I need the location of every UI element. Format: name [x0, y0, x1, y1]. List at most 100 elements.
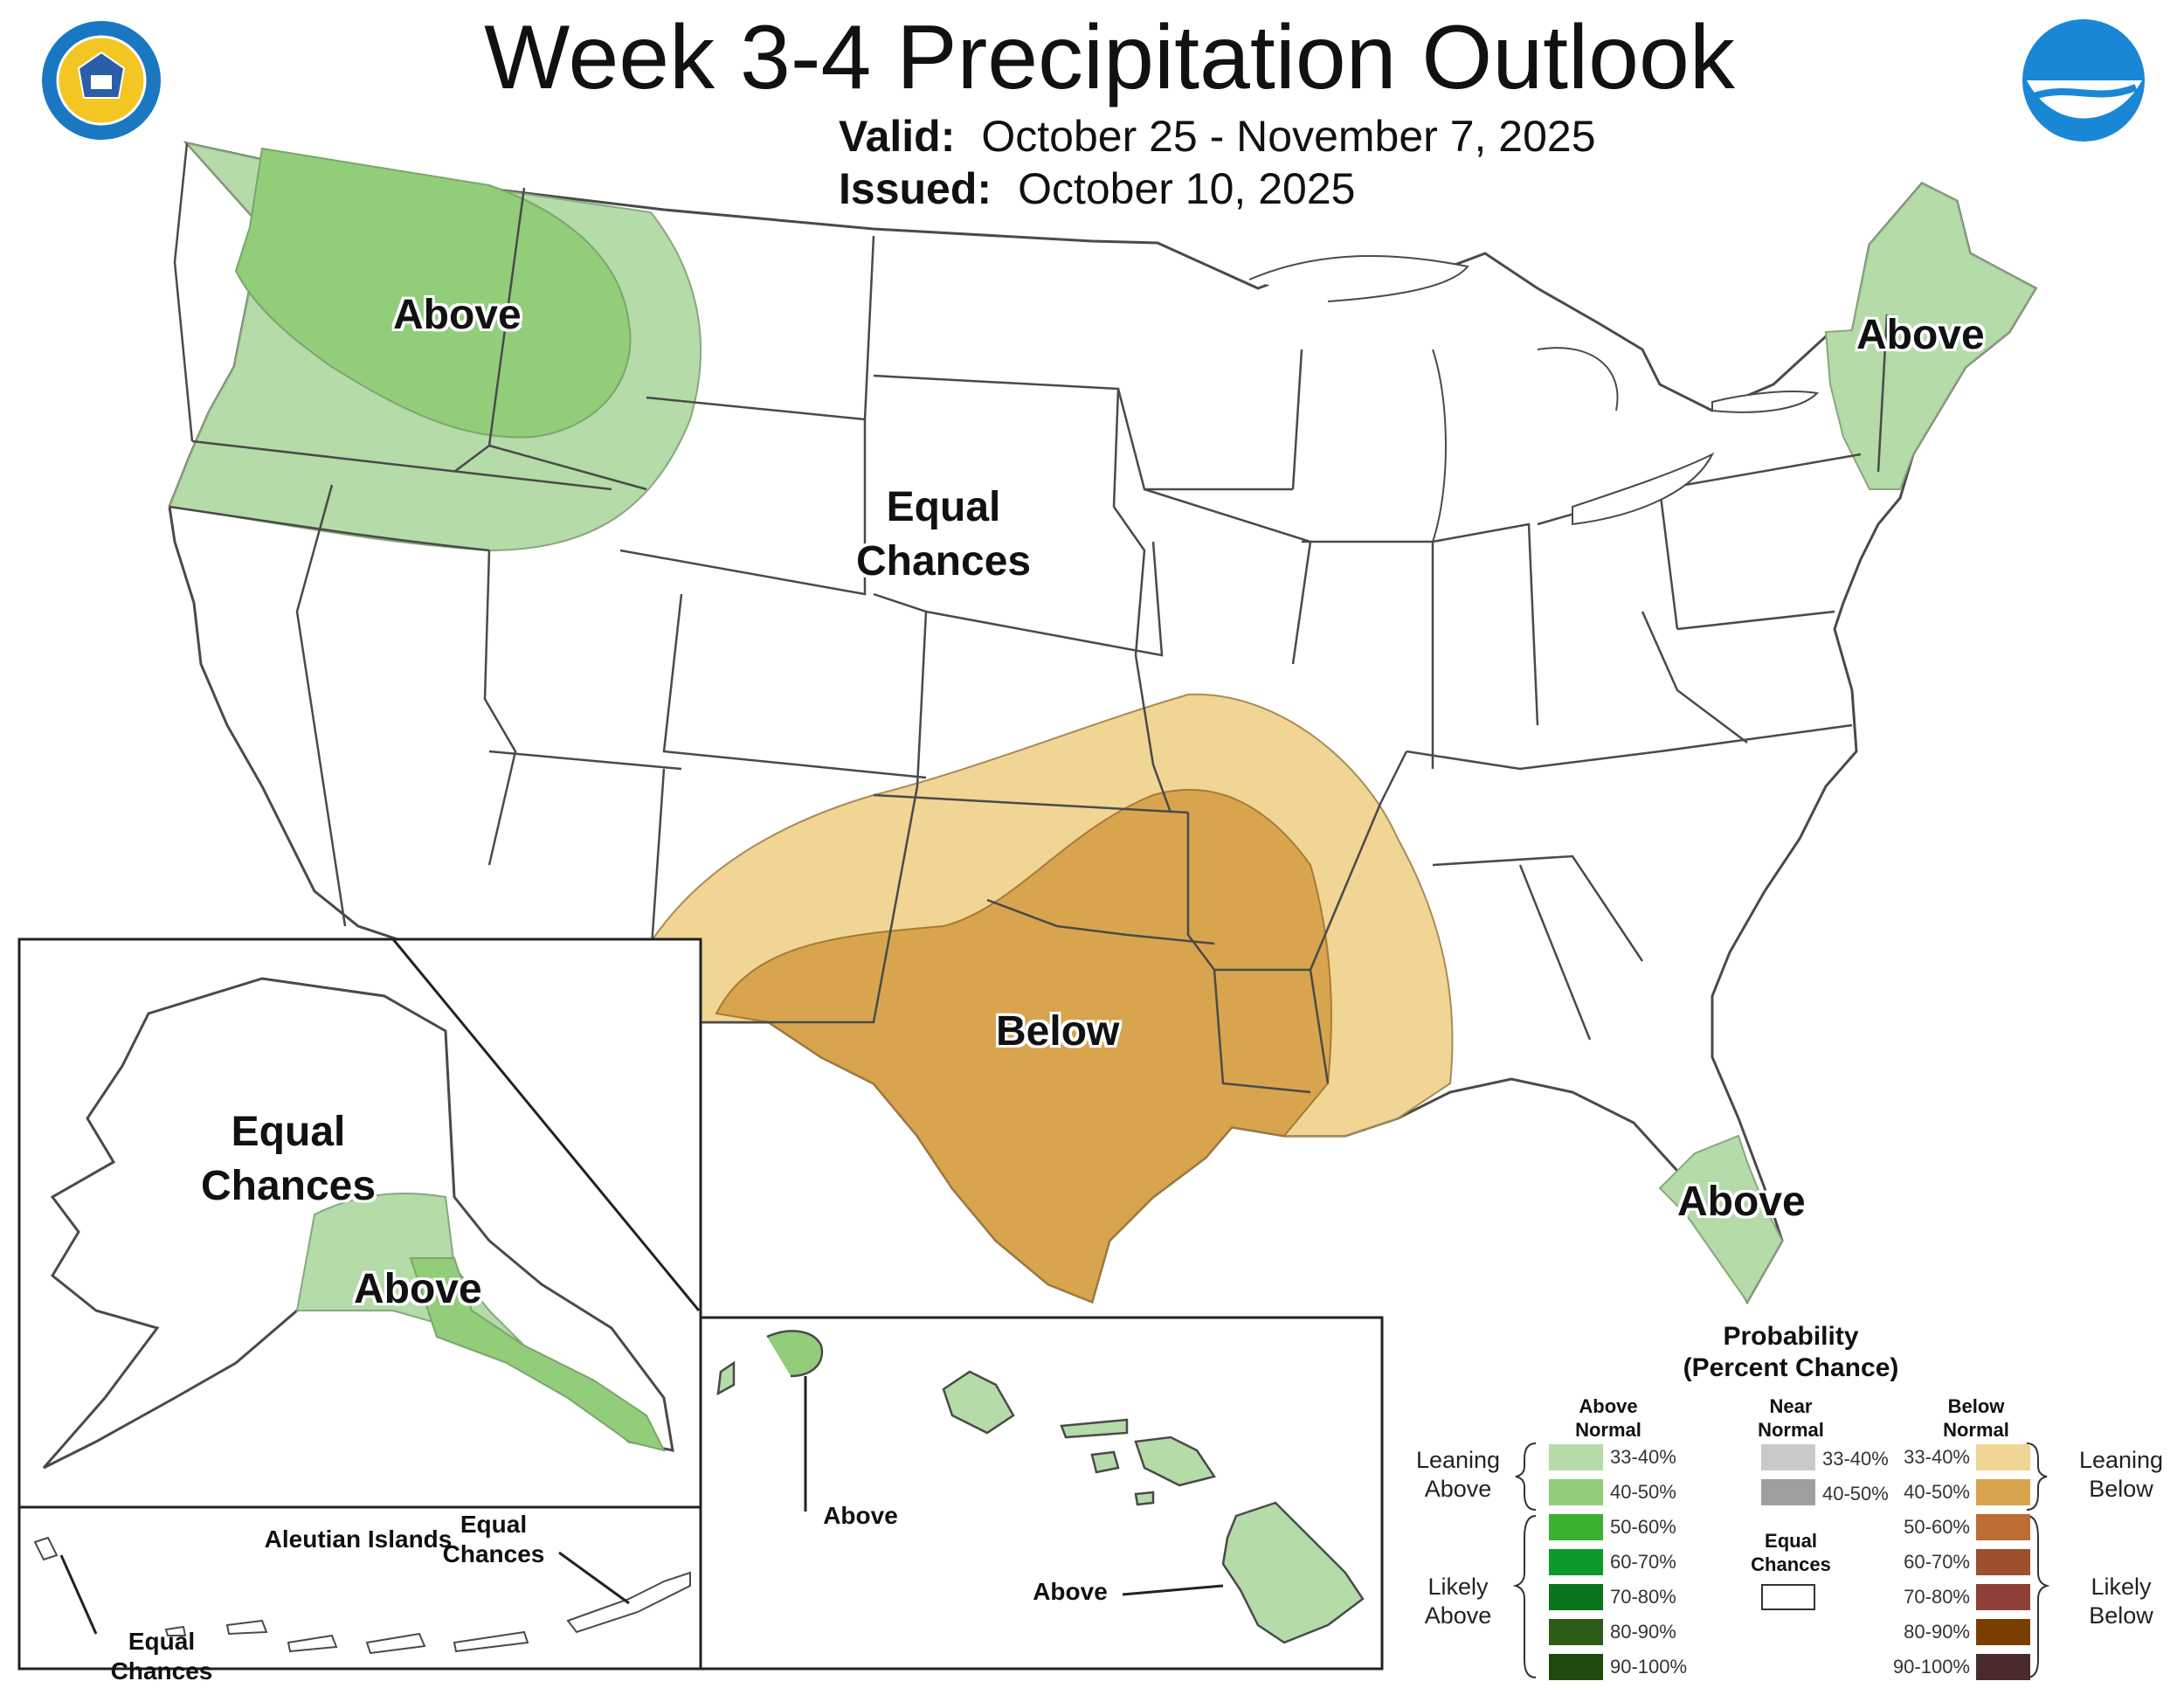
hawaii-islands [716, 1330, 1365, 1644]
legend-leaning-above-line2: Above [1424, 1476, 1492, 1502]
label-alaska-equal-line2: Chances [200, 1163, 377, 1209]
legend-above-pct: 40-50% [1610, 1481, 1676, 1503]
issued-value: October 10, 2025 [1018, 164, 1356, 213]
noaa-logo [2022, 19, 2145, 142]
oahu-island [942, 1370, 1015, 1435]
big-island-leader [1122, 1584, 1224, 1596]
legend-brackets [1512, 1442, 2050, 1678]
ne-above-33-40 [1824, 182, 2037, 490]
label-central-equal-line1: Equal [886, 484, 1001, 530]
legend-likely-above-line2: Above [1424, 1602, 1492, 1629]
legend-above-pct: 90-100% [1610, 1656, 1688, 1678]
label-alaska-equal: Equal Chances [192, 1105, 384, 1214]
label-northeast-above: Above [1856, 312, 1985, 358]
legend-below-pct: 80-90% [1904, 1621, 1970, 1643]
label-florida-above: Above [1677, 1179, 1806, 1225]
legend-title-line1: Probability [1723, 1322, 1859, 1351]
big-island [1221, 1501, 1365, 1644]
legend-above-pct: 50-60% [1610, 1516, 1676, 1538]
legend-below-pct: 60-70% [1904, 1551, 1970, 1573]
fl-above-33-40 [1658, 1134, 1784, 1304]
valid-row: Valid: October 25 - November 7, 2025 [839, 110, 1596, 163]
legend-near-pct: 40-50% [1822, 1483, 1889, 1505]
legend-head-near-line1: Near [1769, 1395, 1813, 1417]
legend-likely-below-line1: Likely [2091, 1574, 2152, 1600]
label-aleutian-east-line1: Equal [460, 1511, 528, 1538]
legend-likely-below-line2: Below [2089, 1602, 2153, 1629]
kauai-island [766, 1330, 824, 1378]
legend-below-swatch [1976, 1654, 2030, 1680]
legend-equal-chances: Equal Chances [1725, 1529, 1856, 1576]
legend-head-below-line1: Below [1947, 1395, 2005, 1417]
label-alaska-above: Above [354, 1266, 482, 1312]
legend-leaning-above-line1: Leaning [1415, 1447, 1501, 1473]
legend-leaning-below: Leaning Below [2064, 1446, 2178, 1504]
valid-label: Valid: [839, 112, 956, 161]
label-aleutian-west-line1: Equal [128, 1628, 196, 1655]
legend-above-swatch [1549, 1444, 1603, 1470]
legend-equal-line1: Equal [1765, 1530, 1817, 1552]
label-aleutian-islands: Aleutian Islands [264, 1525, 453, 1553]
label-central-equal-line2: Chances [856, 538, 1032, 585]
label-aleutian-east-line2: Chances [442, 1540, 545, 1567]
legend-title-line2: (Percent Chance) [1683, 1353, 1899, 1382]
legend-likely-above-line1: Likely [1427, 1574, 1489, 1600]
legend-above-pct: 33-40% [1610, 1446, 1676, 1468]
legend-head-below-line2: Normal [1943, 1419, 2009, 1441]
legend-near-swatch [1761, 1444, 1815, 1470]
legend-leaning-below-line2: Below [2089, 1476, 2153, 1502]
legend-head-above: Above Normal [1543, 1394, 1674, 1442]
aleutian-west-leader [59, 1554, 98, 1635]
issued-label: Issued: [839, 164, 992, 213]
legend-below-pct: 70-80% [1904, 1586, 1970, 1608]
legend-below-pct: 90-100% [1892, 1656, 1970, 1678]
legend-below-swatch [1976, 1444, 2030, 1470]
legend-above-pct: 70-80% [1610, 1586, 1676, 1608]
label-northwest-above: Above [393, 292, 522, 338]
label-south-below: Below [996, 1008, 1120, 1055]
kahoolawe-island [1134, 1491, 1155, 1506]
legend-above-swatch [1549, 1479, 1603, 1505]
inset-leader-line [391, 938, 701, 1311]
legend-near-pct: 33-40% [1822, 1448, 1889, 1470]
legend-head-above-line2: Normal [1575, 1419, 1641, 1441]
lanai-island [1090, 1450, 1120, 1474]
valid-value: October 25 - November 7, 2025 [981, 112, 1596, 161]
legend-below-pct: 50-60% [1904, 1516, 1970, 1538]
legend-head-near-line2: Normal [1758, 1419, 1824, 1441]
great-lakes [1248, 255, 1820, 543]
legend-likely-above: Likely Above [1401, 1573, 1515, 1630]
legend-equal-swatch [1761, 1584, 1815, 1610]
commerce-seal-logo [42, 21, 161, 140]
legend-above-swatch [1549, 1654, 1603, 1680]
legend-below-swatch [1976, 1514, 2030, 1540]
maui-island [1134, 1435, 1217, 1487]
legend-below-pct: 40-50% [1904, 1481, 1970, 1503]
label-hawaii-kauai-above: Above [823, 1502, 898, 1529]
legend-above-swatch [1549, 1549, 1603, 1575]
label-aleutian-west-line2: Chances [110, 1657, 213, 1685]
legend-above-swatch [1549, 1514, 1603, 1540]
legend-head-below: Below Normal [1911, 1394, 2042, 1442]
legend-leaning-above: Leaning Above [1401, 1446, 1515, 1504]
legend-below-swatch [1976, 1584, 2030, 1610]
legend-likely-below: Likely Below [2064, 1573, 2178, 1630]
legend-below-swatch [1976, 1479, 2030, 1505]
page-title: Week 3-4 Precipitation Outlook [484, 7, 1735, 108]
legend-equal-line2: Chances [1751, 1553, 1831, 1575]
niihau-island [716, 1360, 736, 1396]
legend-below-pct: 33-40% [1904, 1446, 1970, 1468]
label-central-equal: Equal Chances [856, 481, 1031, 589]
molokai-island [1060, 1418, 1129, 1439]
legend-head-above-line1: Above [1579, 1395, 1638, 1417]
legend-below-swatch [1976, 1549, 2030, 1575]
legend-leaning-below-line1: Leaning [2078, 1447, 2164, 1473]
label-hawaii-big-island-above: Above [1033, 1578, 1108, 1605]
legend-above-pct: 80-90% [1610, 1621, 1676, 1643]
label-aleutian-west-equal: Equal Chances [96, 1627, 227, 1686]
legend-above-swatch [1549, 1584, 1603, 1610]
aleutian-east-leader [558, 1551, 630, 1605]
legend-above-swatch [1549, 1619, 1603, 1645]
legend-title: Probability (Percent Chance) [1660, 1321, 1922, 1384]
